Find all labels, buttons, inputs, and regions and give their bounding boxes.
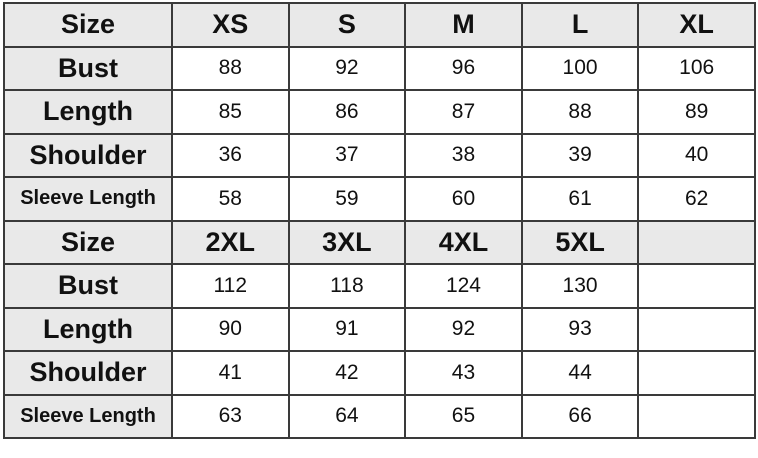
table-row: Length 85 86 87 88 89 bbox=[3, 89, 756, 135]
measurement-cell: 96 bbox=[404, 45, 523, 91]
measurement-cell: 62 bbox=[637, 176, 756, 222]
measurement-cell: 66 bbox=[520, 393, 640, 439]
measurement-cell: 38 bbox=[404, 132, 523, 178]
measurement-cell bbox=[637, 350, 756, 396]
measurement-cell bbox=[637, 393, 756, 439]
header-row: Size 2XL 3XL 4XL 5XL bbox=[3, 219, 756, 265]
row-label: Shoulder bbox=[3, 132, 173, 178]
size-column-header: L bbox=[520, 2, 640, 48]
size-chart-table: Size XS S M L XL Bust 88 92 96 100 106 Length 85 86 87 8… bbox=[3, 2, 756, 439]
measurement-cell: 118 bbox=[287, 263, 407, 309]
measurement-cell: 58 bbox=[171, 176, 290, 222]
measurement-cell bbox=[637, 263, 756, 309]
size-column-header: 5XL bbox=[520, 219, 640, 265]
measurement-cell: 63 bbox=[171, 393, 290, 439]
measurement-cell: 65 bbox=[404, 393, 523, 439]
size-column-header: S bbox=[287, 2, 407, 48]
row-label: Length bbox=[3, 89, 173, 135]
table-row: Bust 112 118 124 130 bbox=[3, 263, 756, 309]
table-row: Sleeve Length 58 59 60 61 62 bbox=[3, 176, 756, 222]
measurement-cell: 124 bbox=[404, 263, 523, 309]
measurement-cell: 43 bbox=[404, 350, 523, 396]
measurement-cell: 42 bbox=[287, 350, 407, 396]
measurement-cell: 86 bbox=[287, 89, 407, 135]
row-label: Bust bbox=[3, 263, 173, 309]
measurement-cell: 44 bbox=[520, 350, 640, 396]
measurement-cell: 92 bbox=[404, 306, 523, 352]
measurement-cell: 130 bbox=[520, 263, 640, 309]
measurement-cell: 61 bbox=[520, 176, 640, 222]
size-column-header: 2XL bbox=[171, 219, 290, 265]
measurement-cell: 85 bbox=[171, 89, 290, 135]
measurement-cell: 100 bbox=[520, 45, 640, 91]
measurement-cell: 88 bbox=[520, 89, 640, 135]
measurement-cell: 36 bbox=[171, 132, 290, 178]
size-column-header: 3XL bbox=[287, 219, 407, 265]
header-row: Size XS S M L XL bbox=[3, 2, 756, 48]
row-label: Bust bbox=[3, 45, 173, 91]
measurement-cell: 92 bbox=[287, 45, 407, 91]
table-row: Shoulder 41 42 43 44 bbox=[3, 350, 756, 396]
measurement-cell: 87 bbox=[404, 89, 523, 135]
measurement-cell: 89 bbox=[637, 89, 756, 135]
table-row: Sleeve Length 63 64 65 66 bbox=[3, 393, 756, 439]
row-label: Sleeve Length bbox=[3, 393, 173, 439]
measurement-cell: 40 bbox=[637, 132, 756, 178]
measurement-cell: 91 bbox=[287, 306, 407, 352]
table-row: Shoulder 36 37 38 39 40 bbox=[3, 132, 756, 178]
size-column-header: XS bbox=[171, 2, 290, 48]
measurement-cell: 90 bbox=[171, 306, 290, 352]
size-column-header bbox=[637, 219, 756, 265]
measurement-cell: 59 bbox=[287, 176, 407, 222]
measurement-cell: 88 bbox=[171, 45, 290, 91]
measurement-cell: 106 bbox=[637, 45, 756, 91]
row-label: Length bbox=[3, 306, 173, 352]
measurement-cell bbox=[637, 306, 756, 352]
measurement-cell: 41 bbox=[171, 350, 290, 396]
measurement-cell: 37 bbox=[287, 132, 407, 178]
size-column-header: 4XL bbox=[404, 219, 523, 265]
row-label: Sleeve Length bbox=[3, 176, 173, 222]
table-row: Bust 88 92 96 100 106 bbox=[3, 45, 756, 91]
measurement-cell: 64 bbox=[287, 393, 407, 439]
size-column-header: M bbox=[404, 2, 523, 48]
size-column-header: XL bbox=[637, 2, 756, 48]
measurement-cell: 93 bbox=[520, 306, 640, 352]
measurement-cell: 60 bbox=[404, 176, 523, 222]
row-label: Shoulder bbox=[3, 350, 173, 396]
size-header: Size bbox=[3, 2, 173, 48]
table-row: Length 90 91 92 93 bbox=[3, 306, 756, 352]
measurement-cell: 39 bbox=[520, 132, 640, 178]
size-header: Size bbox=[3, 219, 173, 265]
measurement-cell: 112 bbox=[171, 263, 290, 309]
